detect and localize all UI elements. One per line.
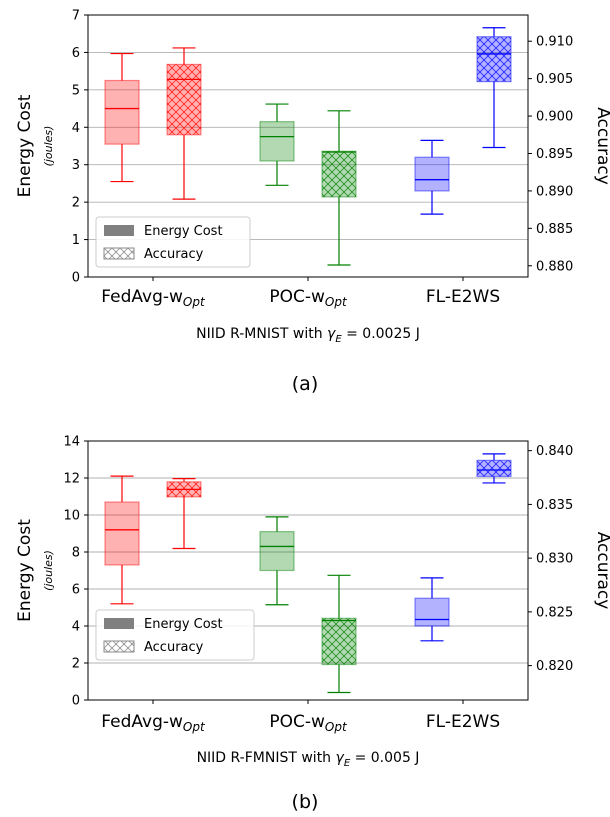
y-tick-label: 8 (72, 546, 80, 561)
y-tick-label: 3 (72, 158, 80, 173)
y-right-tick-label: 0.840 (536, 444, 573, 459)
chart-panel-a: 0 1 2 3 4 5 6 7 0.880 0.885 0.890 0.895 0.900 0.905 0.… (15, 9, 610, 396)
y-tick-label: 2 (72, 657, 80, 672)
accuracy-box (476, 27, 512, 149)
legend-swatch-energy-cost (104, 618, 134, 629)
y-tick-label: 10 (63, 509, 80, 524)
y-right-tick-label: 0.900 (536, 110, 573, 125)
y-axis-label: Energy Cost (15, 94, 35, 197)
y-right-tick-label: 0.885 (536, 222, 573, 237)
y-tick-label: 12 (63, 472, 80, 487)
y-tick-label: 4 (72, 620, 80, 635)
y-right-axis-label: Accuracy (593, 532, 610, 610)
legend-swatch-accuracy (103, 640, 135, 653)
y-right-tick-label: 0.830 (536, 552, 573, 567)
y-tick-label: 6 (72, 46, 80, 61)
x-axis-label: NIID R-MNIST with γE = 0.0025 J (196, 326, 420, 345)
legend-label: Accuracy (144, 247, 204, 262)
y-right-tick-label: 0.905 (536, 72, 573, 87)
legend-label: Accuracy (144, 640, 204, 655)
x-tick-label: FedAvg-wOpt (101, 712, 206, 734)
x-tick-label: POC-wOpt (269, 287, 348, 309)
x-tick-label: POC-wOpt (269, 712, 348, 734)
legend-swatch-energy-cost (104, 225, 134, 236)
y-tick-label: 0 (72, 694, 80, 709)
y-tick-label: 1 (72, 233, 80, 248)
chart-panel-b: 0 2 4 6 8 10 12 14 0.820 0.825 0.830 0.835 0.840 FedA… (15, 435, 610, 814)
legend-swatch-accuracy (103, 247, 135, 260)
y-right-tick-label: 0.820 (536, 659, 573, 674)
y-tick-label: 14 (63, 435, 80, 450)
y-tick-label: 2 (72, 196, 80, 211)
energy-cost-box (104, 475, 140, 605)
plot-frame (87, 440, 529, 701)
x-tick-label: FL-E2WS (426, 287, 500, 307)
y-right-axis-label: Accuracy (593, 107, 610, 185)
legend: Energy Cost Accuracy (95, 609, 255, 661)
y-axis-label: Energy Cost (15, 519, 35, 622)
y-axis-unit-label: (joules) (42, 126, 55, 167)
y-tick-label: 0 (72, 271, 80, 286)
x-tick-label: FL-E2WS (426, 712, 500, 732)
energy-cost-box (104, 52, 140, 183)
y-right-tick-label: 0.895 (536, 147, 573, 162)
y-right-tick-label: 0.910 (536, 35, 573, 50)
legend: Energy Cost Accuracy (95, 216, 251, 268)
legend-label: Energy Cost (144, 617, 223, 632)
panel-label: (a) (292, 373, 318, 395)
x-axis-label: NIID R-FMNIST with γE = 0.005 J (197, 750, 420, 769)
y-tick-label: 4 (72, 121, 80, 136)
energy-cost-box (414, 139, 450, 215)
accuracy-box (166, 478, 202, 550)
y-axis-unit-label: (joules) (42, 550, 55, 591)
y-right-tick-label: 0.835 (536, 498, 573, 513)
accuracy-box (476, 453, 512, 484)
accuracy-box (321, 574, 357, 694)
y-tick-label: 6 (72, 583, 80, 598)
y-right-tick-label: 0.825 (536, 605, 573, 620)
energy-cost-box (414, 577, 450, 642)
accuracy-box (166, 47, 202, 200)
energy-cost-box (259, 103, 295, 186)
y-tick-label: 5 (72, 83, 80, 98)
y-right-tick-label: 0.880 (536, 259, 573, 274)
panel-label: (b) (292, 791, 319, 813)
accuracy-box (321, 110, 357, 266)
y-tick-label: 7 (72, 9, 80, 24)
energy-cost-box (259, 516, 295, 606)
y-right-tick-label: 0.890 (536, 184, 573, 199)
x-tick-label: FedAvg-wOpt (101, 287, 206, 309)
legend-label: Energy Cost (144, 224, 223, 239)
